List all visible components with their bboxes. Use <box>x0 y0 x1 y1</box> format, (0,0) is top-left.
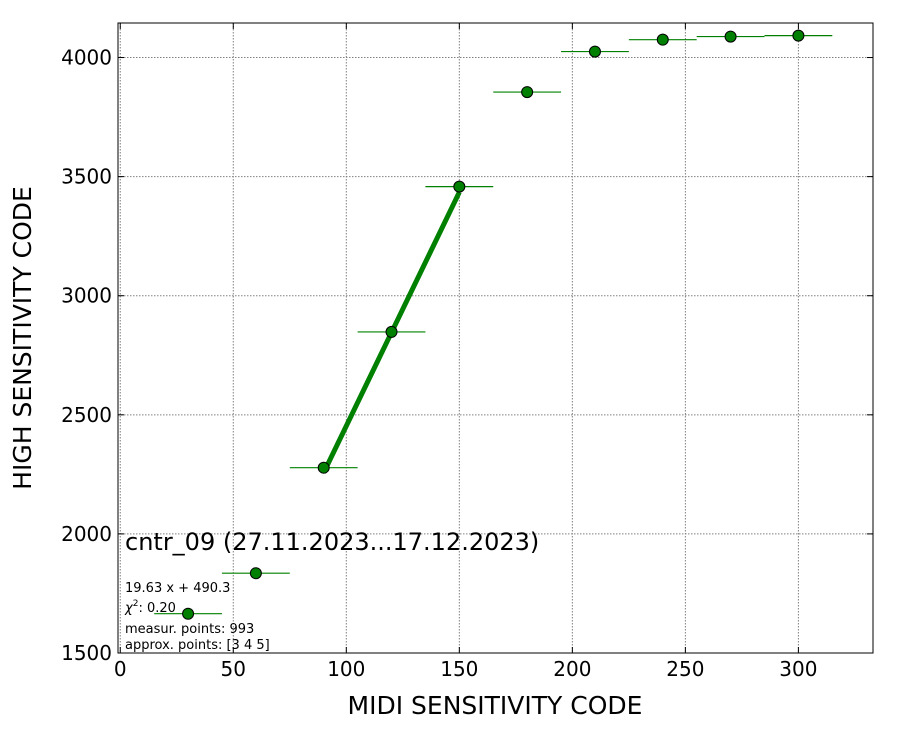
x-tick-label: 250 <box>666 657 704 681</box>
data-point <box>588 45 601 58</box>
x-tick-label: 0 <box>114 657 127 681</box>
x-tick-label: 150 <box>440 657 478 681</box>
data-point <box>249 567 262 580</box>
x-tick-label: 50 <box>221 657 246 681</box>
annotation-title: cntr_09 (27.11.2023...17.12.2023) <box>125 528 539 556</box>
chi2-value: : 0.20 <box>138 601 175 616</box>
data-point <box>453 180 466 193</box>
annotation-measur-points: measur. points: 993 <box>125 622 254 637</box>
data-points <box>182 29 805 620</box>
tick-labels: 0 50 100 150 200 250 300 1500 2000 2500 3000 3500 40… <box>61 46 817 681</box>
annotation-chi2: χ2: 0.20 <box>124 599 176 616</box>
annotation-approx-points: approx. points: [3 4 5] <box>125 638 270 653</box>
x-axis-title: MIDI SENSITIVITY CODE <box>348 691 643 720</box>
y-tick-label: 1500 <box>61 641 112 665</box>
y-tick-label: 2500 <box>61 403 112 427</box>
y-tick-label: 2000 <box>61 522 112 546</box>
data-point <box>182 607 195 620</box>
grid <box>118 23 873 654</box>
y-tick-label: 3000 <box>61 284 112 308</box>
data-point <box>656 33 669 46</box>
x-tick-label: 100 <box>327 657 365 681</box>
y-tick-label: 3500 <box>61 165 112 189</box>
data-point <box>521 86 534 99</box>
annotation-equation: 19.63 x + 490.3 <box>125 581 230 596</box>
data-point <box>792 29 805 42</box>
data-point <box>385 325 398 338</box>
plot-frame <box>117 22 874 654</box>
data-point <box>317 461 330 474</box>
chi2-symbol: χ <box>124 601 134 616</box>
plot-background <box>118 23 873 653</box>
chi2-superscript: 2 <box>133 599 139 609</box>
x-tick-label: 300 <box>779 657 817 681</box>
data-point <box>724 30 737 43</box>
y-axis-title: HIGH SENSITIVITY CODE <box>8 186 37 490</box>
x-tick-label: 200 <box>553 657 591 681</box>
y-tick-label: 4000 <box>61 46 112 70</box>
